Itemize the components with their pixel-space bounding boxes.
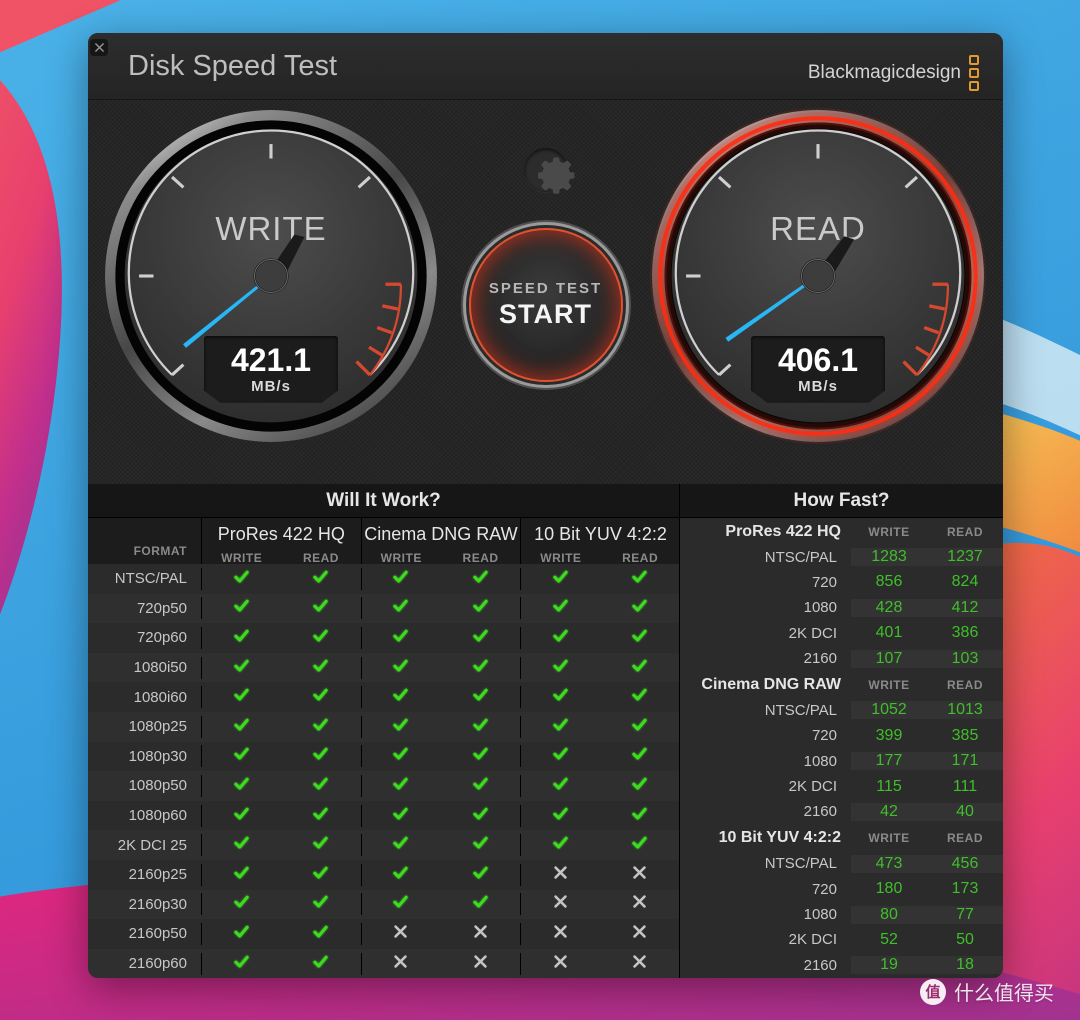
svg-text:WRITE: WRITE (215, 210, 326, 247)
